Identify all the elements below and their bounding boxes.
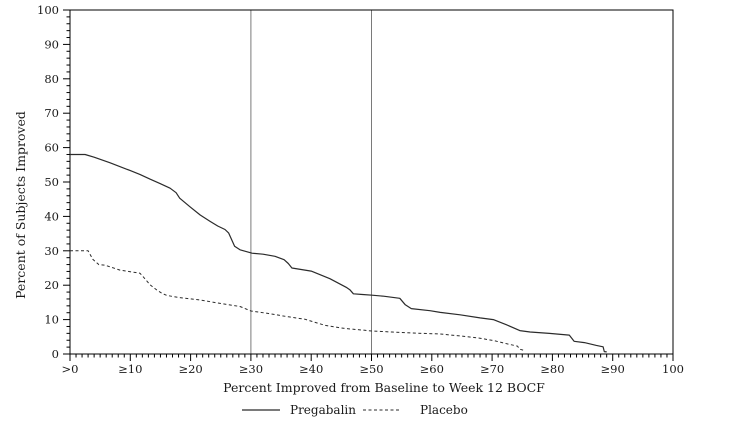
y-tick-label: 30 xyxy=(44,244,59,258)
y-tick-label: 50 xyxy=(44,175,59,189)
x-tick-label: ≥20 xyxy=(178,362,202,376)
x-tick-label: ≥10 xyxy=(118,362,142,376)
y-tick-label: 90 xyxy=(44,37,59,51)
x-tick-label: ≥60 xyxy=(420,362,444,376)
y-tick-label: 0 xyxy=(52,347,59,361)
x-tick-label: ≥30 xyxy=(239,362,263,376)
x-tick-label: >0 xyxy=(62,362,79,376)
x-tick-label: ≥80 xyxy=(540,362,564,376)
x-tick-label: 100 xyxy=(662,362,684,376)
pregabalin-line xyxy=(70,153,607,353)
x-tick-label: ≥50 xyxy=(359,362,383,376)
y-tick-label: 70 xyxy=(44,106,59,120)
x-axis-title: Percent Improved from Baseline to Week 1… xyxy=(223,380,545,395)
generated-layer: >0 ≥10 ≥20 ≥30 ≥40 ≥50 ≥60 ≥70 ≥80 ≥90 100 0 10 20 30 4… xyxy=(37,3,684,376)
y-tick-label: 40 xyxy=(44,209,59,223)
y-tick-label: 10 xyxy=(44,313,59,327)
y-tick-label: 100 xyxy=(37,3,59,17)
legend: Pregabalin Placebo xyxy=(242,403,468,417)
legend-label-placebo: Placebo xyxy=(420,403,468,417)
placebo-line xyxy=(70,250,524,351)
y-tick-label: 80 xyxy=(44,72,59,86)
legend-label-pregabalin: Pregabalin xyxy=(290,403,356,417)
x-tick-label: ≥90 xyxy=(601,362,625,376)
x-tick-label: ≥70 xyxy=(480,362,504,376)
x-tick-label: ≥40 xyxy=(299,362,323,376)
y-axis-title: Percent of Subjects Improved xyxy=(13,111,28,299)
y-tick-label: 20 xyxy=(44,278,59,292)
y-tick-label: 60 xyxy=(44,141,59,155)
